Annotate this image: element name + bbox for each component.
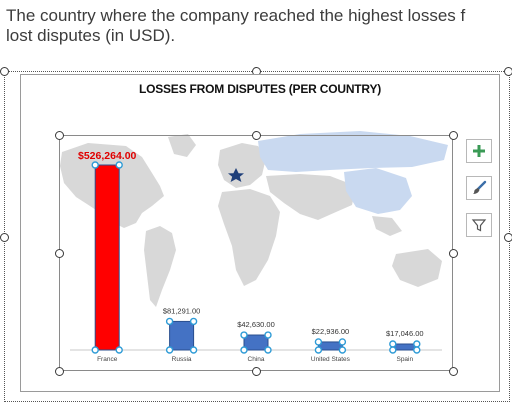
bars-layer: $526,264.00 France $81,291.00 Russia $42,630… [78, 150, 424, 363]
map-africa [218, 189, 280, 286]
bar-france[interactable] [94, 164, 120, 351]
map-china [344, 168, 412, 214]
outer-handle-middle-left[interactable] [0, 233, 9, 242]
bar-selection-handle[interactable] [314, 346, 323, 354]
bar-selection-handle[interactable] [165, 346, 174, 354]
bar-selection-handle[interactable] [115, 346, 123, 354]
plot-handle-bottom-left[interactable] [55, 367, 64, 376]
question-text: The country where the company reached th… [6, 6, 512, 46]
plot-handle-top-right[interactable] [449, 131, 458, 140]
data-label[interactable]: $81,291.00 [163, 306, 201, 315]
chart-filters-button[interactable] [466, 213, 492, 237]
chart-styles-button[interactable] [466, 176, 492, 200]
map-australia [392, 249, 442, 287]
chart-elements-button[interactable] [466, 139, 492, 163]
bar-selection-handle[interactable] [264, 331, 272, 339]
bar-selection-handle[interactable] [91, 161, 99, 169]
category-tick-label: France [97, 356, 118, 363]
plot-handle-bottom-right[interactable] [449, 367, 458, 376]
data-label[interactable]: $42,630.00 [237, 320, 275, 329]
bar-selection-handle[interactable] [264, 346, 272, 354]
outer-handle-middle-right[interactable] [504, 233, 512, 242]
plot-handle-top-left[interactable] [55, 131, 64, 140]
bar-selection-handle[interactable] [165, 317, 174, 326]
plot-handle-bottom-center[interactable] [252, 367, 261, 376]
bar-selection-handle[interactable] [189, 317, 198, 326]
brush-icon [473, 180, 487, 194]
map-asia [266, 174, 356, 220]
bar-selection-handle[interactable] [115, 161, 123, 169]
bar-united-states[interactable] [317, 341, 343, 351]
data-label[interactable]: $17,046.00 [386, 329, 424, 338]
plus-icon [473, 145, 485, 157]
bar-russia[interactable] [169, 320, 195, 351]
plot-handle-middle-right[interactable] [449, 249, 458, 258]
data-label[interactable]: $22,936.00 [312, 327, 350, 336]
bar-selection-handle[interactable] [91, 346, 99, 354]
map-greenland [168, 134, 196, 157]
question-line-1: The country where the company reached th… [6, 6, 466, 25]
plot-handle-top-center[interactable] [252, 131, 261, 140]
bar-selection-handle[interactable] [413, 346, 421, 354]
world-map-background [60, 131, 448, 307]
bar-selection-handle[interactable] [389, 346, 397, 354]
category-tick-label: Russia [172, 356, 192, 363]
plot-area[interactable] [59, 135, 453, 371]
outer-handle-top-left[interactable] [0, 67, 9, 76]
bar-china[interactable] [243, 334, 269, 351]
map-southeast-asia [372, 216, 402, 236]
plot-handle-middle-left[interactable] [55, 249, 64, 258]
map-europe [218, 143, 266, 188]
bar-selection-handle[interactable] [314, 338, 323, 346]
bar-selection-handle[interactable] [338, 338, 347, 346]
filter-icon [471, 219, 487, 232]
bar-selection-handle[interactable] [240, 346, 248, 354]
bar-selection-handle[interactable] [189, 346, 198, 354]
category-tick-label: United States [311, 356, 351, 363]
bar-selection-handle[interactable] [338, 346, 347, 354]
map-russia [258, 131, 448, 172]
chart-title[interactable]: LOSSES FROM DISPUTES (PER COUNTRY) [138, 82, 382, 96]
bar-selection-handle[interactable] [240, 331, 248, 339]
data-label[interactable]: $526,264.00 [78, 150, 137, 162]
category-tick-label: China [248, 356, 265, 363]
outer-handle-top-right[interactable] [504, 67, 512, 76]
question-line-2: lost disputes (in USD). [6, 26, 176, 45]
map-marker-france [228, 168, 244, 182]
map-south-america [144, 226, 176, 307]
category-tick-label: Spain [396, 356, 413, 363]
